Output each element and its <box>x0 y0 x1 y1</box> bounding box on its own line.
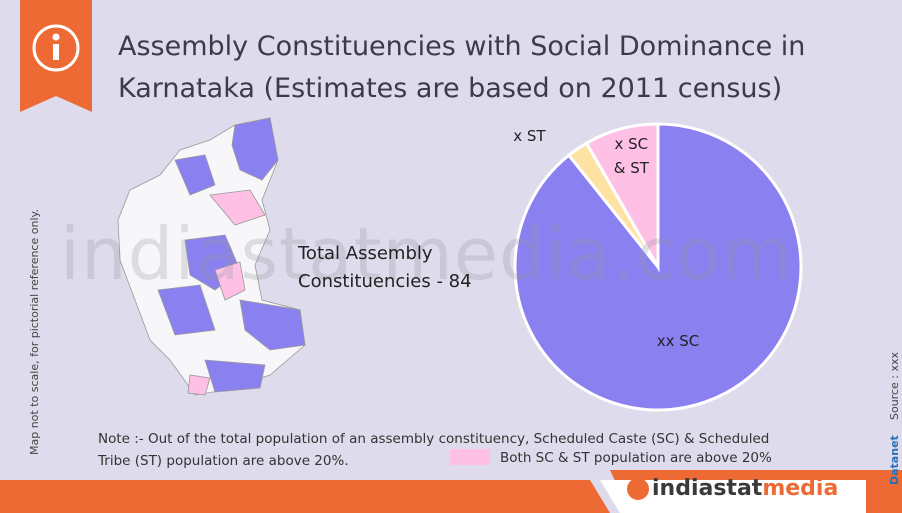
legend-swatch <box>450 449 490 465</box>
info-icon <box>53 44 59 60</box>
watermark: indiastatmedia.com <box>60 212 793 296</box>
logo-text: media <box>762 476 839 501</box>
pie-slice <box>584 122 660 273</box>
info-icon <box>52 33 60 41</box>
slice-label: x SC & ST <box>613 134 649 177</box>
logo-text: indiastat <box>652 476 763 501</box>
slice-label: x ST <box>513 127 546 146</box>
legend-note: Both SC & ST population are above 20% <box>500 450 772 466</box>
pie <box>513 122 803 412</box>
source: Source : xxx <box>888 351 901 420</box>
footer-band <box>0 480 610 513</box>
credit: Datanet <box>888 435 901 485</box>
note: Note :- Out of the total population of a… <box>98 431 770 469</box>
slice-label: xx SC <box>656 332 700 350</box>
annotation: Total Assembly Constituencies - 84 <box>298 243 472 292</box>
chart-title: Assembly Constituencies with Social Domi… <box>118 31 806 104</box>
logo-icon <box>627 478 649 500</box>
side-note: Map not to scale, for pictorial referenc… <box>28 209 41 455</box>
info-icon <box>32 24 80 72</box>
footer-tab <box>600 480 866 513</box>
map <box>117 117 306 396</box>
logo: indiastatmedia <box>652 476 838 501</box>
pie-slice <box>513 122 803 412</box>
